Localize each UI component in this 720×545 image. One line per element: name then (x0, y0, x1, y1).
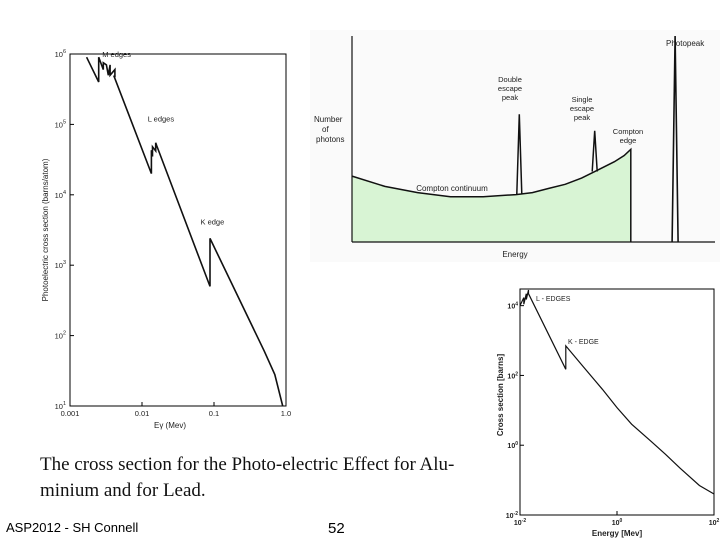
chart3-y-tick-label: 104 (507, 302, 518, 311)
chart3-y-tick-label: 102 (507, 371, 518, 380)
chart3-annotation-k-edge: K - EDGE (568, 339, 599, 346)
chart3-annotation-l-edges: L - EDGES (536, 296, 571, 303)
annotation-compton-edge: Compton edge (613, 127, 643, 145)
chart1-y-tick-label: 106 (55, 49, 66, 59)
chart3-svg: 10-2 100 102 104 102 100 10-2 Energy [Mev] Cro… (496, 288, 720, 538)
figure-caption: The cross section for the Photo-electric… (40, 452, 490, 504)
chart1-y-tick-label: 102 (55, 331, 66, 341)
chart3-ylabel: Cross section [barns] (496, 354, 505, 437)
page-number: 52 (328, 520, 345, 537)
chart2-xlabel: Energy (502, 250, 527, 259)
footer-author: ASP2012 - SH Connell (6, 520, 139, 535)
chart3-y-tick-label: 10-2 (506, 511, 518, 520)
chart1-x-tick-label: 0.01 (135, 409, 150, 418)
compton-continuum-fill (352, 149, 631, 242)
gamma-spectrum-chart: Energy Number of photons Photopeak Double e… (310, 30, 720, 262)
chart2-svg: Energy Number of photons Photopeak Double e… (314, 35, 715, 259)
chart3-frame (519, 288, 715, 516)
chart3-xlabel: Energy [Mev] (592, 529, 643, 538)
chart1-y-tick-label: 104 (55, 190, 66, 200)
chart3-x-tick-label: 100 (612, 518, 623, 527)
chart1-series-line (85, 56, 284, 407)
chart1-y-tick-label: 103 (55, 260, 66, 270)
annotation-photopeak: Photopeak (666, 39, 705, 48)
chart1-annotation-l-edges: L edges (148, 115, 175, 124)
chart1-x-tick-label: 0.1 (209, 409, 219, 418)
photopeak (671, 35, 679, 243)
chart1-svg: 0.001 0.01 0.1 1.0 106 105 104 103 102 101 Eγ (Me… (41, 49, 291, 430)
chart2-ylabel: Number of photons (314, 115, 344, 144)
chart1-ylabel: Photoelectric cross section (barns/atom) (41, 158, 50, 301)
chart1-x-tick-label: 0.001 (61, 409, 80, 418)
annotation-compton-continuum: Compton continuum (416, 184, 488, 193)
chart3-y-tick-label: 100 (507, 441, 518, 450)
lead-cross-section-chart: 10-2 100 102 104 102 100 10-2 Energy [Mev] Cro… (490, 285, 720, 540)
double-escape-peak (516, 114, 523, 195)
chart3-x-tick-label: 10-2 (514, 518, 526, 527)
chart1-x-tick-label: 1.0 (281, 409, 291, 418)
caption-line-1: The cross section for the Photo-electric… (40, 454, 455, 475)
caption-line-2: minium and for Lead. (40, 480, 206, 501)
chart1-annotation-m-edges: M edges (102, 50, 131, 59)
chart1-annotation-k-edge: K edge (201, 217, 225, 226)
chart3-series-line (519, 289, 715, 495)
annotation-single-escape-peak: Single escape peak (570, 95, 594, 122)
photoelectric-cross-section-chart: 0.001 0.01 0.1 1.0 106 105 104 103 102 101 Eγ (Me… (32, 44, 302, 434)
chart3-x-tick-label: 102 (709, 518, 720, 527)
chart1-xlabel: Eγ (Mev) (154, 421, 186, 430)
single-escape-peak (591, 130, 598, 172)
chart1-y-tick-label: 101 (55, 401, 66, 411)
spectrum-curve (351, 147, 632, 242)
annotation-double-escape-peak: Double escape peak (498, 75, 522, 102)
chart1-frame (69, 53, 287, 407)
chart1-y-tick-label: 105 (55, 119, 66, 129)
